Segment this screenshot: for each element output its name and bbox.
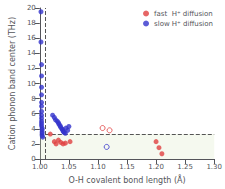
svg-text:1.15: 1.15	[119, 163, 135, 171]
svg-text:1.20: 1.20	[148, 163, 164, 171]
svg-text:6: 6	[31, 110, 36, 118]
svg-text:18: 18	[27, 19, 36, 27]
svg-text:slow H⁺ diffusion: slow H⁺ diffusion	[154, 20, 213, 28]
svg-text:20: 20	[27, 4, 36, 12]
svg-text:8: 8	[31, 95, 35, 103]
svg-text:4: 4	[31, 125, 36, 133]
svg-text:16: 16	[27, 34, 36, 42]
svg-text:1.00: 1.00	[32, 163, 48, 171]
svg-text:14: 14	[27, 49, 36, 57]
svg-text:1.30: 1.30	[206, 163, 222, 171]
svg-text:2: 2	[31, 140, 35, 148]
svg-text:1.10: 1.10	[90, 163, 106, 171]
svg-text:fast H⁺ diffusion: fast H⁺ diffusion	[154, 10, 213, 18]
svg-text:1.05: 1.05	[61, 163, 77, 171]
svg-text:12: 12	[27, 64, 36, 72]
svg-text:1.25: 1.25	[177, 163, 193, 171]
svg-text:0: 0	[31, 155, 36, 163]
svg-text:O-H covalent bond length (Å): O-H covalent bond length (Å)	[68, 174, 185, 185]
svg-text:Cation phonon band center (THz: Cation phonon band center (THz)	[8, 17, 17, 150]
svg-text:10: 10	[27, 80, 36, 88]
